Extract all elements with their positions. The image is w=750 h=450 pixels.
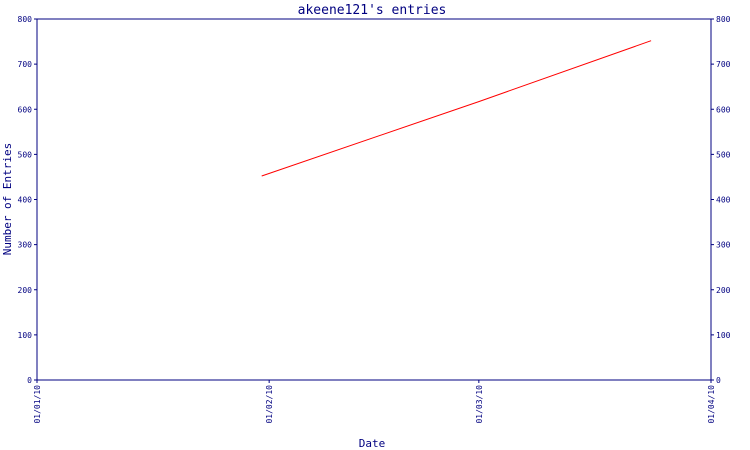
y-tick-label-right: 0 [716, 376, 721, 385]
y-tick-label-right: 300 [716, 241, 731, 250]
x-tick-label: 01/03/10 [475, 385, 484, 424]
y-tick-label-right: 200 [716, 286, 731, 295]
y-axis-left: 0 100 200 300 400 500 600 700 800 [18, 15, 37, 385]
x-tick-label: 01/01/10 [33, 385, 42, 424]
y-tick-label-right: 600 [716, 105, 731, 114]
y-tick-label-left: 500 [18, 150, 33, 159]
y-tick-label-left: 100 [18, 331, 33, 340]
y-tick-label-left: 200 [18, 286, 33, 295]
y-tick-label-left: 400 [18, 196, 33, 205]
x-axis-label: Date [359, 437, 386, 450]
x-axis: 01/01/10 01/02/10 01/03/10 01/04/10 [33, 380, 716, 424]
series-layer [261, 40, 652, 177]
y-tick-label-right: 700 [716, 60, 731, 69]
x-tick-label: 01/02/10 [265, 385, 274, 424]
y-axis-right: 0 100 200 300 400 500 600 700 800 [711, 15, 731, 385]
plot-area-frame [36, 18, 712, 381]
chart-title: akeene121's entries [298, 3, 447, 18]
y-tick-label-right: 400 [716, 196, 731, 205]
y-tick-label-right: 100 [716, 331, 731, 340]
y-tick-label-left: 700 [18, 60, 33, 69]
y-axis-label: Number of Entries [1, 143, 14, 256]
y-tick-label-right: 500 [716, 150, 731, 159]
y-tick-label-left: 800 [18, 15, 33, 24]
y-tick-label-left: 0 [27, 376, 32, 385]
y-tick-label-right: 800 [716, 15, 731, 24]
series-line [261, 40, 652, 177]
x-tick-label: 01/04/10 [707, 385, 716, 424]
y-tick-label-left: 300 [18, 241, 33, 250]
y-tick-label-left: 600 [18, 105, 33, 114]
